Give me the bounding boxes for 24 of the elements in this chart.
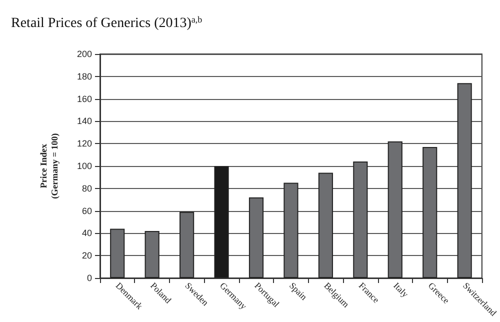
y-tick-label: 60 — [82, 206, 92, 216]
y-tick-label: 0 — [86, 273, 92, 283]
bar — [180, 212, 194, 278]
y-tick-label: 80 — [82, 183, 92, 194]
y-tick-label: 160 — [76, 94, 92, 104]
bar — [422, 146, 438, 278]
x-tick-label: Italy — [392, 280, 411, 300]
y-axis-title: Price Index (Germany = 100) — [38, 133, 60, 199]
bar — [144, 230, 160, 278]
y-tick-label: 40 — [82, 228, 92, 238]
bar — [353, 162, 368, 278]
y-tick-label: 100 — [76, 161, 92, 171]
bar — [110, 228, 125, 278]
y-tick-label: 200 — [76, 49, 92, 59]
bar — [318, 172, 333, 278]
y-tick-label: 20 — [82, 250, 92, 261]
bar — [248, 197, 264, 278]
bar — [214, 166, 229, 278]
bar — [457, 83, 472, 278]
y-tick-label: 140 — [76, 116, 92, 126]
y-tick-label: 120 — [76, 138, 92, 149]
bar — [284, 182, 298, 278]
bar — [388, 141, 402, 278]
y-tick-label: 180 — [76, 71, 92, 82]
